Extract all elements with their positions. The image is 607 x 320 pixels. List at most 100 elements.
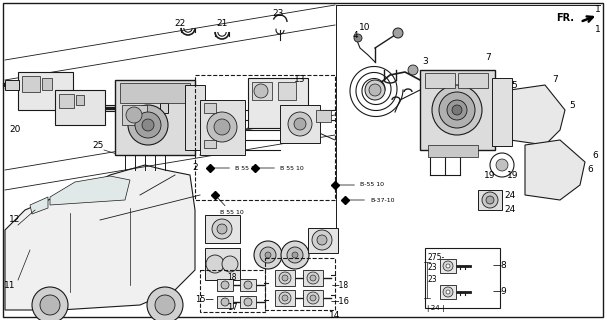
Circle shape <box>443 287 453 297</box>
Polygon shape <box>510 85 565 145</box>
Text: 7: 7 <box>552 76 558 84</box>
Circle shape <box>294 118 306 130</box>
Text: B-37-10: B-37-10 <box>348 197 395 203</box>
Text: 1: 1 <box>595 5 601 14</box>
Text: 24: 24 <box>504 190 515 199</box>
Bar <box>76 95 84 105</box>
Text: 5: 5 <box>569 100 575 109</box>
Bar <box>240 279 256 291</box>
Circle shape <box>408 65 418 75</box>
Text: 4: 4 <box>352 30 358 39</box>
Bar <box>18 72 73 110</box>
Text: B 55 10: B 55 10 <box>213 165 259 171</box>
Bar <box>217 279 233 291</box>
Circle shape <box>496 159 508 171</box>
Text: 10: 10 <box>359 23 371 33</box>
Circle shape <box>446 264 450 268</box>
Circle shape <box>365 80 385 100</box>
Circle shape <box>40 295 60 315</box>
Circle shape <box>260 247 276 263</box>
Polygon shape <box>5 165 195 310</box>
Text: 3: 3 <box>422 58 428 67</box>
Circle shape <box>369 84 381 96</box>
Bar <box>280 105 320 143</box>
Bar <box>275 270 295 286</box>
Text: B-55 10: B-55 10 <box>337 182 384 188</box>
Polygon shape <box>525 140 585 200</box>
Circle shape <box>282 275 288 281</box>
Circle shape <box>222 256 238 272</box>
Circle shape <box>393 28 403 38</box>
Circle shape <box>155 295 175 315</box>
Text: B 55 10: B 55 10 <box>217 197 244 215</box>
Circle shape <box>282 295 288 301</box>
Circle shape <box>214 119 230 135</box>
Bar <box>185 85 205 150</box>
Text: 13: 13 <box>294 76 306 84</box>
Circle shape <box>265 252 271 258</box>
Circle shape <box>287 247 303 263</box>
Bar <box>478 190 502 210</box>
Text: 14: 14 <box>330 310 341 319</box>
Circle shape <box>135 112 161 138</box>
Circle shape <box>142 119 154 131</box>
Circle shape <box>254 84 268 98</box>
Circle shape <box>312 230 332 250</box>
Bar <box>22 76 40 92</box>
Circle shape <box>288 112 312 136</box>
Text: 23: 23 <box>428 263 438 273</box>
Text: 17: 17 <box>226 303 237 313</box>
Bar <box>316 110 331 122</box>
Circle shape <box>244 281 252 289</box>
Circle shape <box>217 224 227 234</box>
Text: 12: 12 <box>9 215 21 225</box>
Bar <box>420 70 495 150</box>
Text: —16: —16 <box>330 298 350 307</box>
Bar <box>205 215 240 243</box>
Text: —9: —9 <box>493 287 507 297</box>
Circle shape <box>447 100 467 120</box>
Text: 15—: 15— <box>195 295 214 305</box>
Bar <box>195 75 335 200</box>
Circle shape <box>486 196 494 204</box>
Bar <box>55 90 105 125</box>
Text: 275-: 275- <box>428 253 446 262</box>
Bar <box>440 259 456 273</box>
Text: 11: 11 <box>4 281 16 290</box>
Bar <box>278 82 296 100</box>
Bar <box>265 258 335 310</box>
Text: —18: —18 <box>331 281 348 290</box>
Bar <box>5 80 19 90</box>
Text: 2: 2 <box>192 164 198 172</box>
Bar <box>200 100 245 155</box>
Text: 23: 23 <box>273 10 283 19</box>
Bar <box>425 248 500 308</box>
Polygon shape <box>50 176 130 205</box>
Text: 6: 6 <box>592 150 598 159</box>
Circle shape <box>126 107 142 123</box>
Bar <box>428 145 478 157</box>
Circle shape <box>279 272 291 284</box>
Bar <box>425 73 455 88</box>
Text: 24: 24 <box>504 205 515 214</box>
Circle shape <box>439 92 475 128</box>
Bar <box>308 228 338 253</box>
Bar <box>458 73 488 88</box>
Bar <box>303 270 323 286</box>
Text: 19: 19 <box>484 171 496 180</box>
Circle shape <box>307 292 319 304</box>
Bar <box>303 290 323 306</box>
Text: 6: 6 <box>587 165 593 174</box>
Circle shape <box>147 287 183 320</box>
Text: —8: —8 <box>493 261 507 270</box>
Bar <box>115 80 195 155</box>
Circle shape <box>212 219 232 239</box>
Circle shape <box>244 298 252 306</box>
Bar <box>204 140 216 148</box>
Polygon shape <box>30 197 48 214</box>
Bar <box>248 78 308 128</box>
Text: 18: 18 <box>227 273 237 282</box>
Circle shape <box>32 287 68 320</box>
Circle shape <box>221 298 229 306</box>
Text: 23: 23 <box>428 276 438 284</box>
